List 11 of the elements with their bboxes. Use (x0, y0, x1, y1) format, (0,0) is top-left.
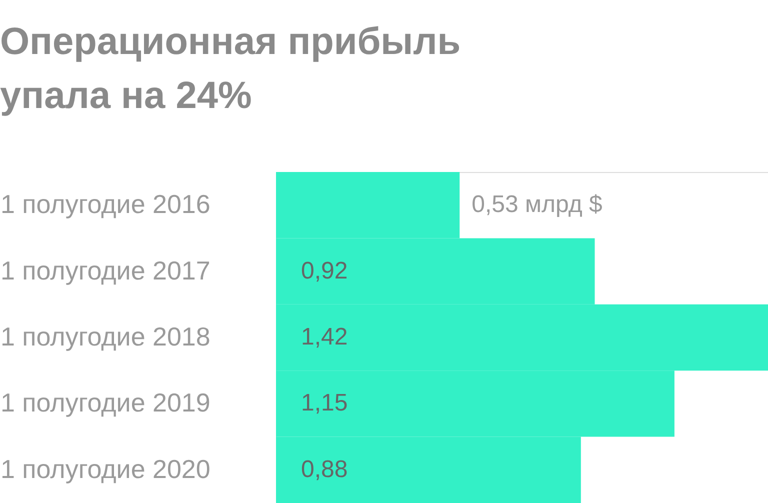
y-tick-label: 1 полугодие 2019 (0, 388, 210, 418)
y-tick-label: 1 полугодие 2018 (0, 322, 210, 352)
data-label: 0,92 (301, 257, 348, 284)
data-label: 1,15 (301, 390, 348, 417)
data-label: 1,42 (301, 324, 348, 350)
chart-title: Операционная прибыль упала на 24% (0, 21, 461, 117)
y-tick-label: 1 полугодие 2016 (0, 189, 210, 220)
y-tick-label: 1 полугодие 2020 (0, 454, 210, 484)
data-label: 0,53 млрд $ (472, 191, 602, 218)
y-tick-label: 1 полугодие 2017 (0, 255, 210, 286)
data-label: 0,88 (301, 456, 348, 483)
